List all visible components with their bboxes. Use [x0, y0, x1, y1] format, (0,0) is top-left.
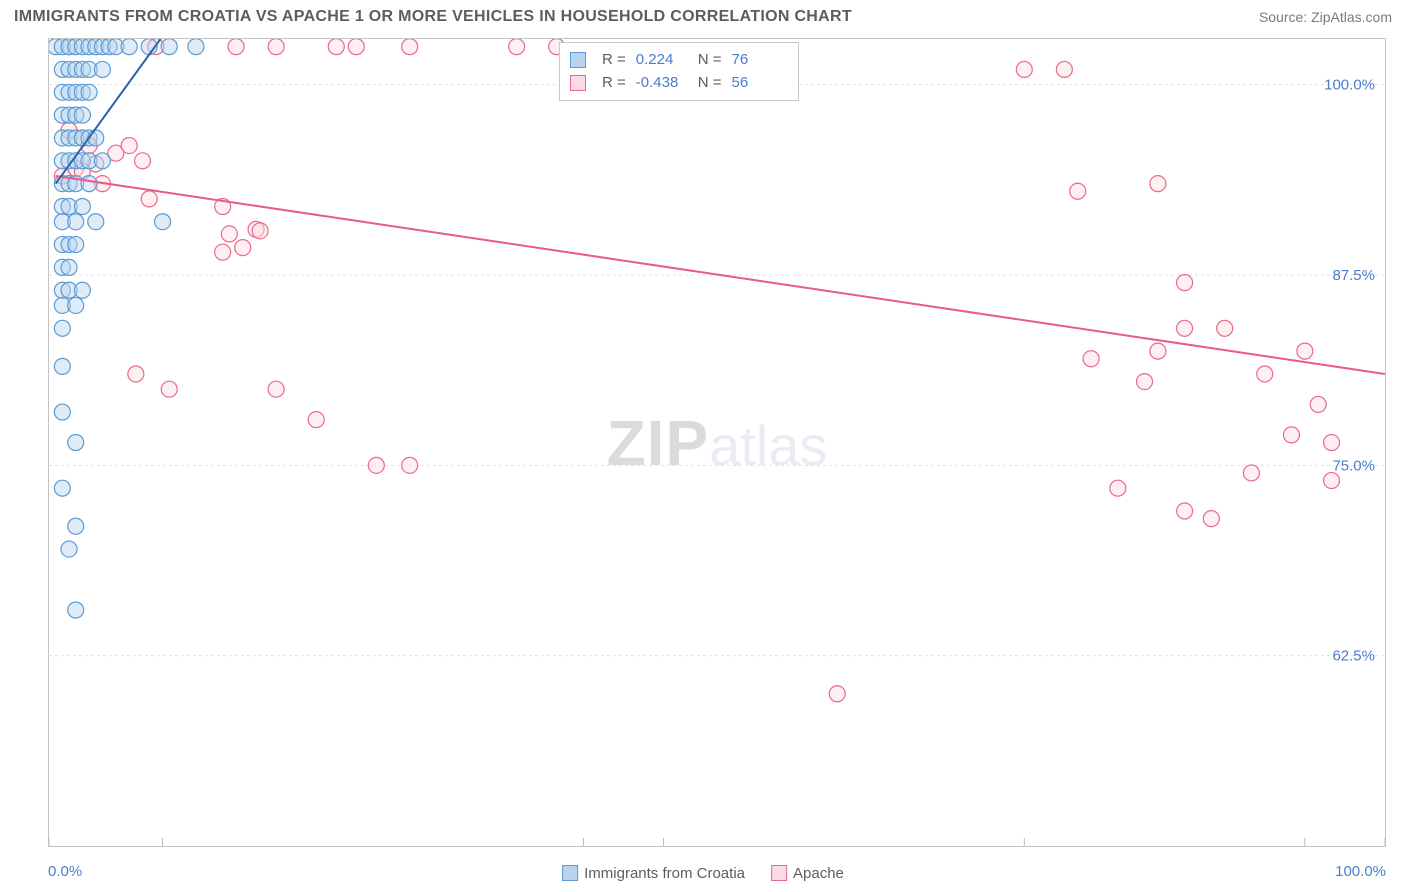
series2-swatch [570, 75, 586, 91]
series2-r-value: -0.438 [636, 71, 688, 94]
series2-swatch-icon [771, 865, 787, 881]
series1-swatch-icon [562, 865, 578, 881]
source-label: Source: ZipAtlas.com [1259, 9, 1392, 25]
x-axis-min-label: 0.0% [48, 863, 82, 880]
x-axis-max-label: 100.0% [1335, 863, 1386, 880]
svg-text:75.0%: 75.0% [1332, 457, 1375, 474]
legend-item-series2: Apache [771, 865, 844, 882]
svg-text:62.5%: 62.5% [1332, 648, 1375, 665]
series1-swatch [570, 52, 586, 68]
stats-row-series2: R = -0.438 N = 56 [570, 71, 784, 94]
bottom-legend: Immigrants from Croatia Apache [562, 865, 844, 882]
stats-row-series1: R = 0.224 N = 76 [570, 48, 784, 71]
svg-text:100.0%: 100.0% [1324, 77, 1375, 94]
svg-text:87.5%: 87.5% [1332, 267, 1375, 284]
stats-legend: R = 0.224 N = 76 R = -0.438 N = 56 [559, 42, 799, 101]
plot-area: 62.5%75.0%87.5%100.0% ZIPatlas R = 0.224… [48, 38, 1386, 847]
series1-n-value: 76 [732, 48, 784, 71]
series2-n-value: 56 [732, 71, 784, 94]
legend-item-series1: Immigrants from Croatia [562, 865, 745, 882]
scatter-chart: 62.5% 75.0% 87.5% 100.0% [49, 39, 1385, 846]
chart-title: IMMIGRANTS FROM CROATIA VS APACHE 1 OR M… [14, 8, 852, 26]
series1-r-value: 0.224 [636, 48, 688, 71]
